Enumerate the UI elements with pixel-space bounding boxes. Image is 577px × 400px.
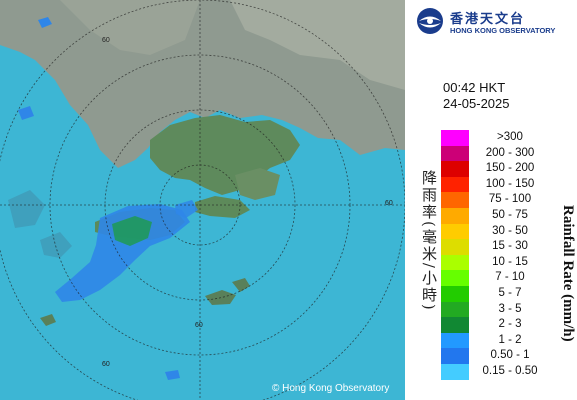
legend-label: 15 - 30 xyxy=(492,240,528,253)
legend-swatch xyxy=(441,254,469,271)
sai-kung xyxy=(235,168,280,200)
logo-english: HONG KONG OBSERVATORY xyxy=(450,26,556,35)
legend-swatch xyxy=(441,270,469,286)
mainland-north xyxy=(60,0,200,55)
islet-rain xyxy=(165,370,180,380)
legend-swatch xyxy=(441,285,469,302)
legend-label: 2 - 3 xyxy=(498,318,522,331)
legend-label: 1 - 2 xyxy=(498,333,522,346)
legend-label: 0.15 - 0.50 xyxy=(482,364,538,377)
rain-area-small xyxy=(175,200,198,218)
legend-swatch xyxy=(441,348,469,364)
legend-label: 3 - 5 xyxy=(498,302,522,315)
mainland-highland xyxy=(230,0,405,90)
new-territories xyxy=(150,115,300,195)
info-panel: 香港天文台 HONG KONG OBSERVATORY 00:42 HKT 24… xyxy=(405,0,577,400)
hko-emblem-icon xyxy=(417,8,443,34)
legend-label: 100 - 150 xyxy=(485,177,535,190)
legend-swatch xyxy=(441,161,469,177)
radar-map[interactable]: 60 60 60 60 © Hong Kong Observatory xyxy=(0,0,405,400)
legend-label: 150 - 200 xyxy=(485,162,535,175)
observation-time: 00:42 HKT xyxy=(443,80,506,95)
rain-spot-n xyxy=(38,17,52,28)
legend-swatch xyxy=(441,130,469,146)
legend-swatch xyxy=(441,239,469,255)
west-shoal-2 xyxy=(40,232,72,258)
hko-logo[interactable]: 香港天文台 HONG KONG OBSERVATORY xyxy=(415,6,575,36)
legend-swatch xyxy=(441,317,469,333)
islet-2 xyxy=(40,314,56,326)
legend-label: 50 - 75 xyxy=(492,208,528,221)
legend-label: 5 - 7 xyxy=(498,286,522,299)
copyright-text: © Hong Kong Observatory xyxy=(272,383,390,394)
legend-label: 30 - 50 xyxy=(492,224,528,237)
hong-kong-island xyxy=(195,196,250,218)
legend-label: >300 xyxy=(497,131,523,143)
observation-date: 24-05-2025 xyxy=(443,96,510,111)
rain-spot-nw xyxy=(18,106,34,120)
west-shoal xyxy=(8,190,45,228)
ring-label-sw: 60 xyxy=(102,361,110,368)
rain-area-lantau xyxy=(55,204,190,302)
legend-label: 10 - 15 xyxy=(492,255,528,268)
radar-map-svg: 60 60 60 60 xyxy=(0,0,405,400)
logo-chinese: 香港天文台 xyxy=(450,12,526,27)
legend-swatch xyxy=(441,176,469,193)
legend-swatch xyxy=(441,207,469,224)
legend-swatch xyxy=(441,145,469,162)
legend-label: 0.50 - 1 xyxy=(490,349,530,362)
legend-title-chinese: 降雨率(毫米/小時) xyxy=(420,170,438,312)
legend-swatch xyxy=(441,223,469,240)
legend-swatch xyxy=(441,192,469,208)
range-rings xyxy=(0,0,405,400)
legend-label: 7 - 10 xyxy=(495,271,525,284)
legend-title-english: Rainfall Rate (mm/h) xyxy=(560,205,576,342)
legend-label: 200 - 300 xyxy=(485,146,535,159)
ring-label-nw: 60 xyxy=(102,37,110,44)
legend-swatch xyxy=(441,363,469,380)
rain-area-heavy xyxy=(112,216,152,246)
ring-label-s: 60 xyxy=(195,322,203,329)
legend-swatch xyxy=(441,301,469,318)
ring-label-e: 60 xyxy=(385,200,393,207)
legend-swatch xyxy=(441,332,469,349)
legend-label: 75 - 100 xyxy=(488,193,532,206)
